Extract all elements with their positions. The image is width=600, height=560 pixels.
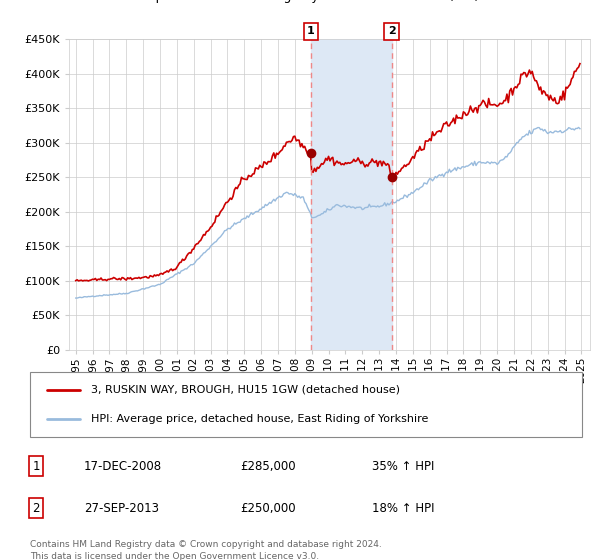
Text: 18% ↑ HPI: 18% ↑ HPI (372, 502, 434, 515)
Text: 1: 1 (32, 460, 40, 473)
Bar (311, 39, 392, 350)
Text: Contains HM Land Registry data © Crown copyright and database right 2024.
This d: Contains HM Land Registry data © Crown c… (30, 540, 382, 560)
Text: 2: 2 (32, 502, 40, 515)
Text: £285,000: £285,000 (240, 460, 296, 473)
Text: Price paid vs. HM Land Registry's House Price Index (HPI): Price paid vs. HM Land Registry's House … (121, 0, 479, 3)
Text: £250,000: £250,000 (240, 502, 296, 515)
FancyBboxPatch shape (30, 372, 582, 437)
Text: 35% ↑ HPI: 35% ↑ HPI (372, 460, 434, 473)
Text: 27-SEP-2013: 27-SEP-2013 (84, 502, 159, 515)
Text: 3, RUSKIN WAY, BROUGH, HU15 1GW (detached house): 3, RUSKIN WAY, BROUGH, HU15 1GW (detache… (91, 385, 400, 395)
Text: HPI: Average price, detached house, East Riding of Yorkshire: HPI: Average price, detached house, East… (91, 414, 428, 424)
Text: 1: 1 (307, 26, 315, 36)
Text: 2: 2 (388, 26, 395, 36)
Text: 17-DEC-2008: 17-DEC-2008 (84, 460, 162, 473)
